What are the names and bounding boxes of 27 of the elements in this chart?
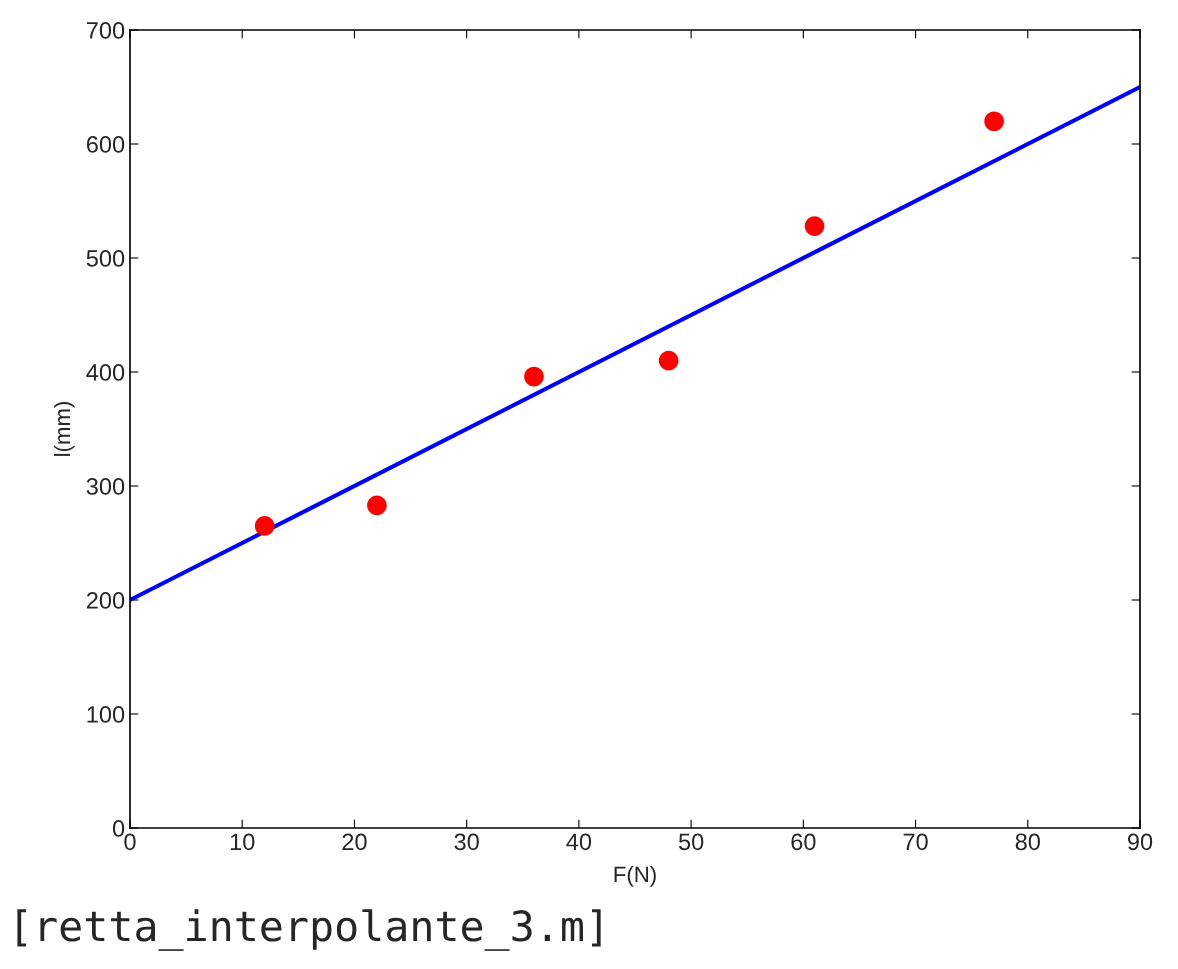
x-tick-label: 10 xyxy=(230,833,255,851)
y-tick-label: 100 xyxy=(87,706,125,723)
y-axis-title: l(mm) xyxy=(53,402,75,456)
y-tick-label: 300 xyxy=(86,478,125,495)
x-tick-label: 70 xyxy=(903,833,928,851)
point xyxy=(367,495,387,516)
point xyxy=(984,111,1004,132)
x-axis-title: F(N) xyxy=(614,865,656,887)
point xyxy=(524,366,544,387)
point xyxy=(254,516,275,536)
x-tick-label: 20 xyxy=(342,833,367,851)
x-tick-label: 40 xyxy=(566,833,592,851)
y-tick-label: 200 xyxy=(86,592,125,609)
text: [retta_interpolante_3.m] xyxy=(17,909,601,951)
x-tick-label: 90 xyxy=(1127,833,1153,851)
point xyxy=(658,350,679,371)
y-tick-label: 600 xyxy=(86,136,125,153)
y-tick-label: 0 xyxy=(112,820,125,837)
x-tick-label: 30 xyxy=(454,833,479,851)
x-tick-label: 0 xyxy=(124,833,136,851)
x-tick-label: 60 xyxy=(791,833,816,851)
x-tick-label: 80 xyxy=(1015,833,1040,851)
y-tick-label: 500 xyxy=(86,250,125,267)
point xyxy=(804,216,825,236)
x-tick-label: 50 xyxy=(678,833,704,851)
y-tick-label: 700 xyxy=(86,22,125,39)
y-tick-label: 400 xyxy=(86,364,125,381)
